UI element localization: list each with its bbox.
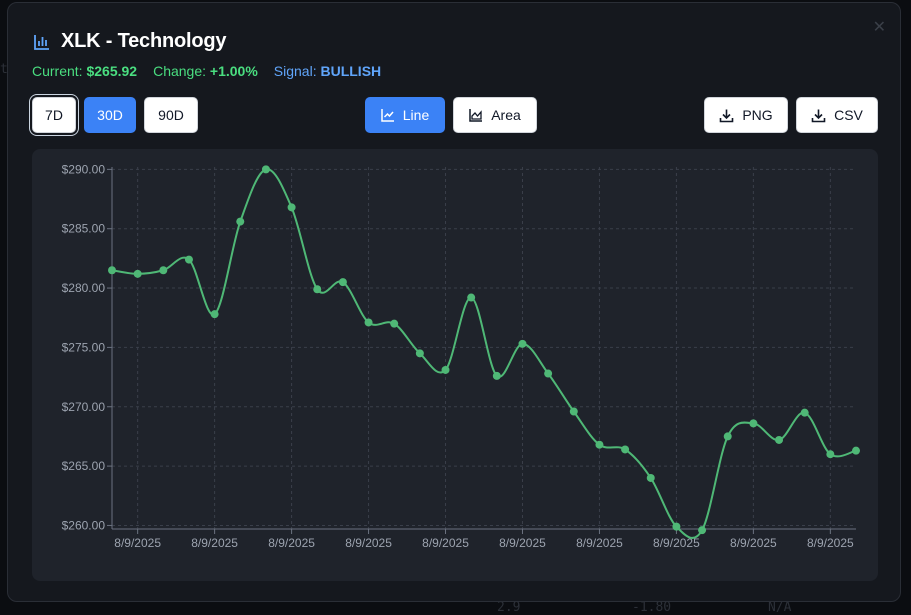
data-point	[569, 407, 578, 416]
x-tick-label: 8/9/2025	[576, 536, 623, 550]
change-label: Change:	[153, 63, 207, 79]
x-tick-label: 8/9/2025	[114, 536, 161, 550]
range-button-7d[interactable]: 7D	[32, 97, 76, 133]
data-point	[826, 450, 835, 459]
data-point	[723, 432, 732, 441]
export-png-button[interactable]: PNG	[704, 97, 788, 133]
current-value: $265.92	[86, 63, 138, 79]
export-label: PNG	[742, 107, 773, 123]
data-point	[544, 369, 553, 378]
export-label: CSV	[834, 107, 863, 123]
data-point	[236, 217, 245, 226]
data-point	[698, 526, 707, 535]
x-tick-label: 8/9/2025	[499, 536, 546, 550]
chart-container: $260.00 $265.00 $270.00 $275.00 $280.00 $285.…	[32, 149, 878, 581]
page-title: XLK - Technology	[61, 30, 227, 52]
chart-type-line-button[interactable]: Line	[365, 97, 445, 133]
chart-type-label: Area	[491, 107, 521, 123]
data-point	[441, 365, 450, 374]
data-point	[210, 310, 219, 319]
area-chart-icon	[469, 109, 483, 122]
data-point	[467, 293, 476, 302]
chart-modal: ✕ XLK - Technology Current: $265.92 Chan…	[7, 2, 901, 602]
data-point	[364, 318, 373, 327]
y-tick-label: $280.00	[62, 281, 106, 295]
data-point	[415, 349, 424, 358]
background-fragment: t	[0, 62, 8, 77]
background-fragment: -1.80	[632, 600, 672, 615]
export-csv-button[interactable]: CSV	[796, 97, 878, 133]
x-tick-label: 8/9/2025	[653, 536, 700, 550]
chart-type-area-button[interactable]: Area	[453, 97, 537, 133]
data-point	[159, 266, 168, 275]
y-tick-label: $270.00	[62, 400, 106, 414]
data-point	[133, 269, 142, 278]
data-point	[261, 165, 270, 174]
data-point	[749, 419, 758, 428]
data-point	[800, 408, 809, 417]
data-point	[672, 522, 681, 531]
y-tick-label: $260.00	[62, 518, 106, 532]
y-tick-label: $285.00	[62, 222, 106, 236]
bar-chart-icon	[34, 34, 49, 50]
data-point	[775, 435, 784, 444]
data-point	[313, 285, 322, 294]
signal-badge: BULLISH	[320, 63, 382, 79]
data-point	[492, 371, 501, 380]
stats-row: Current: $265.92 Change: +1.00% Signal: …	[32, 63, 381, 79]
close-icon[interactable]: ✕	[872, 19, 886, 36]
data-point	[646, 473, 655, 482]
x-tick-label: 8/9/2025	[422, 536, 469, 550]
data-point	[108, 266, 116, 275]
change-value: +1.00%	[209, 63, 258, 79]
x-tick-label: 8/9/2025	[730, 536, 777, 550]
line-chart-icon	[381, 109, 394, 122]
y-tick-label: $290.00	[62, 162, 106, 176]
x-tick-label: 8/9/2025	[268, 536, 315, 550]
series-line	[111, 168, 857, 539]
download-icon	[811, 109, 826, 122]
y-tick-label: $265.00	[62, 459, 106, 473]
range-button-label: 7D	[45, 107, 63, 123]
current-label: Current:	[32, 63, 83, 79]
data-point	[338, 278, 347, 287]
y-tick-label: $275.00	[62, 340, 106, 354]
x-tick-label: 8/9/2025	[345, 536, 392, 550]
data-point	[852, 446, 860, 455]
x-tick-label: 8/9/2025	[807, 536, 854, 550]
signal-label: Signal:	[273, 63, 317, 79]
range-button-label: 90D	[158, 107, 184, 123]
background-fragment: N/A	[768, 600, 792, 615]
chart-type-label: Line	[402, 107, 430, 123]
data-point	[184, 255, 193, 264]
range-button-30d[interactable]: 30D	[84, 97, 136, 133]
data-point	[518, 339, 527, 348]
x-tick-label: 8/9/2025	[191, 536, 238, 550]
price-line-chart: $260.00 $265.00 $270.00 $275.00 $280.00 $285.…	[62, 162, 860, 550]
data-point	[287, 203, 296, 212]
download-icon	[720, 109, 734, 122]
data-point	[390, 319, 399, 328]
background-fragment: 2.9	[497, 600, 521, 615]
range-button-label: 30D	[97, 107, 123, 123]
data-point	[621, 445, 630, 454]
range-button-90d[interactable]: 90D	[144, 97, 198, 133]
modal-header: XLK - Technology	[33, 30, 227, 53]
data-point	[595, 440, 604, 449]
